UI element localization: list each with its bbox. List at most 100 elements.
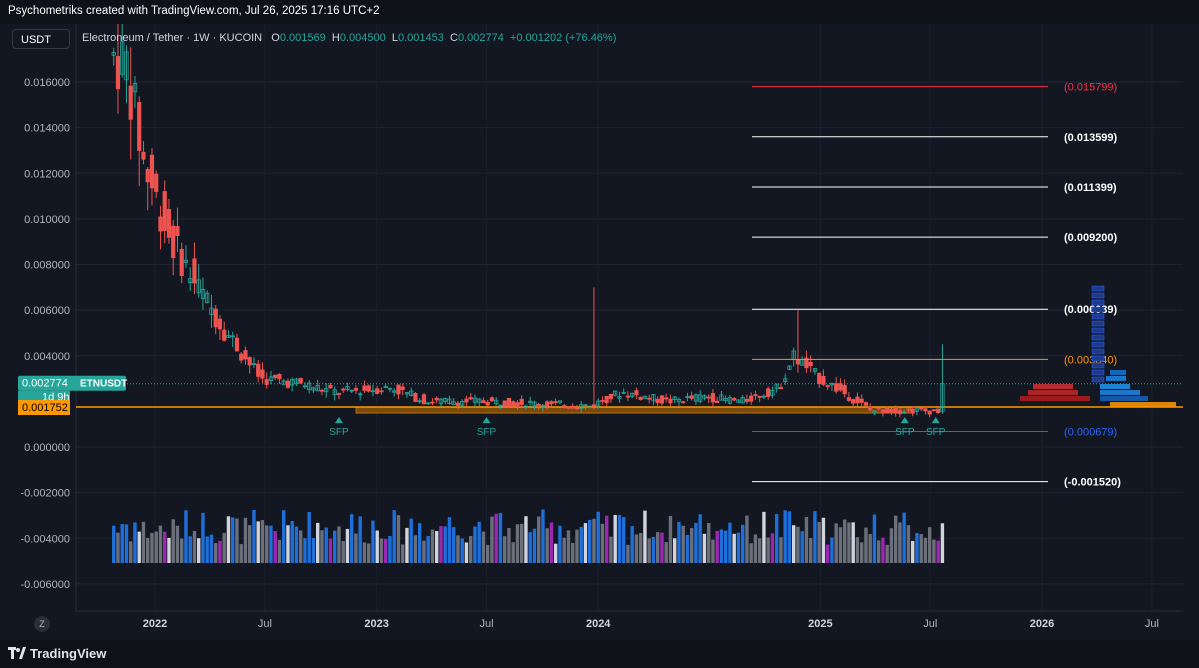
candle-body — [528, 400, 533, 403]
candle-body — [132, 82, 138, 93]
candle-body — [672, 396, 677, 400]
candle-body — [681, 401, 686, 404]
candle-body — [413, 393, 418, 402]
candle-body — [902, 411, 907, 414]
snapshot-caption: Psychometriks created with TradingView.c… — [8, 5, 380, 17]
legend-title: Electroneum / Tether · 1W · KUCOIN — [82, 32, 263, 44]
indicator-bar — [600, 523, 605, 563]
indicator-bar — [562, 537, 566, 563]
candle-body — [651, 394, 656, 402]
indicator-bar — [269, 525, 273, 563]
indicator-bar — [753, 534, 758, 563]
candle-body — [664, 397, 669, 400]
candle-body — [838, 383, 843, 391]
fib-level-label: (0.015799) — [1064, 82, 1117, 94]
indicator-bar — [664, 542, 668, 563]
candle-body — [349, 389, 354, 392]
indicator-bar — [736, 532, 741, 563]
candle-body — [149, 154, 155, 189]
candle-body — [549, 401, 554, 405]
candle-body — [179, 248, 184, 277]
candle-body — [443, 397, 448, 403]
indicator-bar — [214, 543, 218, 563]
indicator-bar — [609, 536, 613, 563]
candle-body — [243, 350, 248, 360]
indicator-bar — [137, 531, 141, 563]
indicator-bar — [494, 513, 498, 563]
brand-name: TradingView — [30, 646, 107, 661]
indicator-bar — [570, 542, 575, 563]
candle-body — [353, 388, 359, 391]
candle-body — [200, 289, 206, 299]
candle-body — [634, 390, 639, 396]
order-block-marker — [1091, 348, 1105, 355]
fib-level-label: (0.006039) — [1064, 304, 1118, 316]
price-chart[interactable]: 0.016000 0.014000 0.012000 0.010000 0.008000… — [0, 14, 1199, 640]
indicator-bar — [655, 532, 660, 563]
indicator-bar — [694, 522, 698, 563]
indicator-bar — [188, 536, 192, 563]
indicator-bar — [541, 509, 545, 563]
candle-body — [379, 390, 384, 393]
indicator-bar — [774, 514, 779, 563]
candle-body — [400, 386, 405, 390]
candle-body — [171, 225, 176, 259]
plot-background — [76, 24, 1183, 611]
volume-profile-block — [1028, 390, 1078, 395]
y-tick-label: -0.004000 — [20, 533, 70, 545]
candle-body — [757, 395, 762, 398]
indicator-bar — [604, 515, 609, 563]
candle-body — [919, 407, 924, 410]
candle-body — [489, 397, 495, 402]
candle-body — [812, 368, 818, 372]
volume-profile-block — [1100, 396, 1148, 401]
y-tick-label: 0.010000 — [24, 214, 70, 226]
indicator-bar — [367, 543, 371, 563]
candle-body — [574, 407, 580, 410]
indicator-bar — [426, 535, 430, 563]
candle-body — [307, 382, 312, 391]
indicator-bar — [201, 512, 205, 563]
sfp-marker-icon — [482, 417, 491, 424]
candle-body — [162, 191, 167, 231]
indicator-bar — [320, 530, 324, 563]
zoom-reset-button[interactable]: Z — [34, 616, 50, 632]
indicator-bar — [647, 538, 651, 563]
candle-body — [540, 404, 546, 408]
indicator-bar — [362, 542, 367, 563]
y-tick-label: 0.016000 — [24, 77, 70, 89]
indicator-bar — [129, 541, 133, 563]
candle-body — [455, 402, 461, 406]
indicator-bar — [791, 525, 796, 563]
candle-body — [298, 377, 303, 384]
indicator-bar — [294, 526, 299, 563]
last-price-badge — [18, 375, 126, 391]
indicator-bar — [553, 543, 558, 563]
chart-area[interactable]: 0.016000 0.014000 0.012000 0.010000 0.008000… — [0, 14, 1199, 640]
currency-selector[interactable]: USDT — [12, 29, 70, 49]
candle-body — [434, 397, 439, 401]
candle-body — [906, 408, 911, 411]
indicator-bar — [524, 516, 528, 563]
candle-body — [804, 357, 809, 369]
candle-body — [277, 374, 282, 380]
candle-body — [302, 385, 308, 388]
candle-body — [281, 380, 286, 385]
indicator-bar — [375, 530, 379, 563]
indicator-bar — [923, 537, 928, 563]
candle-body — [460, 400, 465, 406]
order-block-marker — [1091, 299, 1105, 306]
indicator-bar — [146, 537, 150, 563]
indicator-bar — [834, 523, 838, 563]
indicator-bar — [277, 539, 282, 563]
indicator-bar — [855, 537, 860, 563]
indicator-bar — [626, 544, 630, 563]
candle-body — [553, 401, 558, 404]
candle-body — [880, 409, 886, 414]
candle-body — [247, 357, 252, 366]
indicator-bar — [817, 521, 821, 563]
candle-body — [294, 378, 299, 385]
fib-level-label: (0.009200) — [1064, 232, 1118, 244]
indicator-bar — [528, 532, 532, 563]
order-block-marker — [1091, 362, 1105, 369]
